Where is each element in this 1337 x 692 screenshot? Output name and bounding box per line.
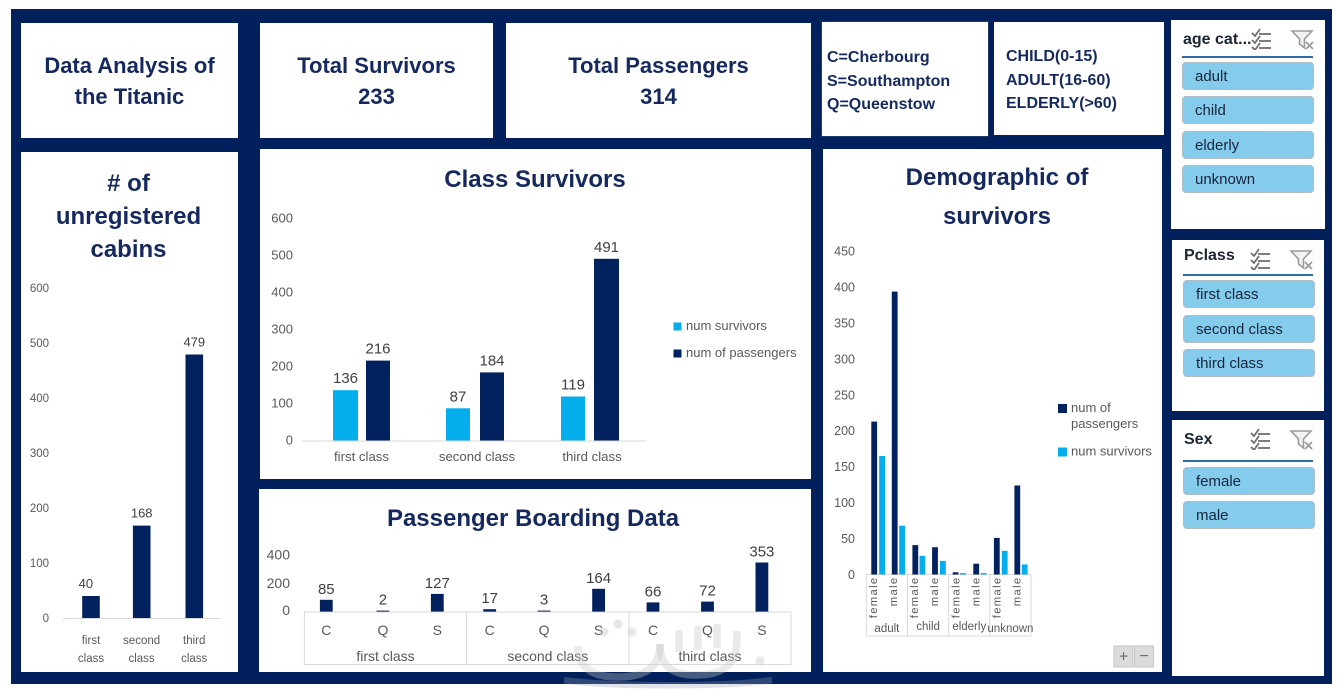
svg-text:17: 17 <box>481 590 498 607</box>
svg-text:passengers: passengers <box>1071 416 1139 431</box>
svg-text:elderly: elderly <box>952 621 986 633</box>
svg-text:num survivors: num survivors <box>1071 444 1152 459</box>
svg-text:500: 500 <box>30 338 49 350</box>
svg-text:491: 491 <box>594 239 619 256</box>
svg-text:400: 400 <box>30 393 49 405</box>
svg-text:350: 350 <box>834 317 855 331</box>
svg-text:S: S <box>757 622 766 638</box>
svg-text:600: 600 <box>30 283 49 295</box>
svg-text:C: C <box>648 622 658 638</box>
svg-text:class: class <box>78 653 104 665</box>
svg-text:Q: Q <box>702 622 713 638</box>
svg-text:Class Survivors: Class Survivors <box>444 166 625 193</box>
svg-text:num of passengers: num of passengers <box>686 345 797 360</box>
svg-text:72: 72 <box>699 583 716 600</box>
svg-text:num survivors: num survivors <box>686 318 767 333</box>
svg-text:200: 200 <box>30 503 49 515</box>
svg-text:66: 66 <box>645 583 662 600</box>
svg-text:200: 200 <box>267 575 291 591</box>
svg-text:class: class <box>128 653 154 665</box>
svg-text:2: 2 <box>379 592 387 609</box>
svg-text:600: 600 <box>271 211 293 226</box>
svg-text:300: 300 <box>30 448 49 460</box>
svg-text:Demographic of: Demographic of <box>906 164 1090 191</box>
svg-text:100: 100 <box>834 496 855 510</box>
svg-text:127: 127 <box>425 575 450 592</box>
svg-text:168: 168 <box>131 506 153 521</box>
svg-text:male: male <box>970 577 982 607</box>
svg-text:200: 200 <box>834 424 855 438</box>
svg-text:female: female <box>992 577 1004 619</box>
svg-text:150: 150 <box>834 460 855 474</box>
svg-text:first class: first class <box>334 449 389 464</box>
svg-text:0: 0 <box>43 613 49 625</box>
svg-text:216: 216 <box>365 341 390 358</box>
svg-text:Q: Q <box>377 622 388 638</box>
svg-text:female: female <box>868 577 880 619</box>
svg-text:300: 300 <box>271 322 293 337</box>
svg-text:400: 400 <box>267 547 291 563</box>
svg-text:400: 400 <box>834 281 855 295</box>
svg-text:num of: num of <box>1071 400 1111 415</box>
svg-text:second class: second class <box>439 449 516 464</box>
svg-text:164: 164 <box>586 570 611 587</box>
svg-text:100: 100 <box>30 558 49 570</box>
svg-text:−: − <box>1139 648 1148 665</box>
svg-text:40: 40 <box>79 576 93 591</box>
svg-text:500: 500 <box>271 248 293 263</box>
svg-text:184: 184 <box>479 352 504 369</box>
svg-text:87: 87 <box>450 388 467 405</box>
svg-text:85: 85 <box>318 581 335 598</box>
svg-text:unregistered: unregistered <box>56 203 201 230</box>
svg-text:child: child <box>916 621 940 633</box>
svg-text:+: + <box>1119 649 1128 666</box>
svg-text:third class: third class <box>678 648 741 664</box>
svg-text:450: 450 <box>834 245 855 259</box>
svg-text:first: first <box>82 635 101 647</box>
svg-text:female: female <box>950 577 962 619</box>
svg-text:cabins: cabins <box>90 236 166 263</box>
svg-text:Q: Q <box>539 622 550 638</box>
svg-text:136: 136 <box>333 370 358 387</box>
svg-text:50: 50 <box>841 532 855 546</box>
svg-text:adult: adult <box>874 623 900 635</box>
svg-text:479: 479 <box>183 335 205 350</box>
svg-text:S: S <box>433 622 442 638</box>
svg-text:0: 0 <box>282 602 290 618</box>
svg-text:third class: third class <box>562 449 622 464</box>
svg-text:400: 400 <box>271 285 293 300</box>
svg-text:third: third <box>183 635 205 647</box>
svg-text:class: class <box>181 653 207 665</box>
svg-text:male: male <box>929 577 941 607</box>
svg-text:survivors: survivors <box>943 203 1051 230</box>
svg-text:male: male <box>1012 577 1024 607</box>
svg-text:100: 100 <box>271 396 293 411</box>
svg-text:# of: # of <box>107 170 151 197</box>
svg-text:3: 3 <box>540 592 548 609</box>
svg-text:unknown: unknown <box>987 623 1033 635</box>
svg-text:female: female <box>909 577 921 619</box>
svg-text:250: 250 <box>834 388 855 402</box>
svg-text:second: second <box>123 635 160 647</box>
svg-text:200: 200 <box>271 359 293 374</box>
svg-text:C: C <box>321 622 331 638</box>
svg-text:first class: first class <box>356 648 414 664</box>
svg-text:119: 119 <box>561 376 585 393</box>
svg-text:S: S <box>594 622 603 638</box>
svg-text:0: 0 <box>848 568 855 582</box>
svg-text:353: 353 <box>749 544 774 561</box>
svg-text:C: C <box>485 622 495 638</box>
svg-text:0: 0 <box>286 433 293 448</box>
svg-text:Passenger Boarding Data: Passenger Boarding Data <box>387 505 680 532</box>
svg-text:male: male <box>888 577 900 607</box>
svg-text:300: 300 <box>834 352 855 366</box>
svg-text:second class: second class <box>507 648 588 664</box>
